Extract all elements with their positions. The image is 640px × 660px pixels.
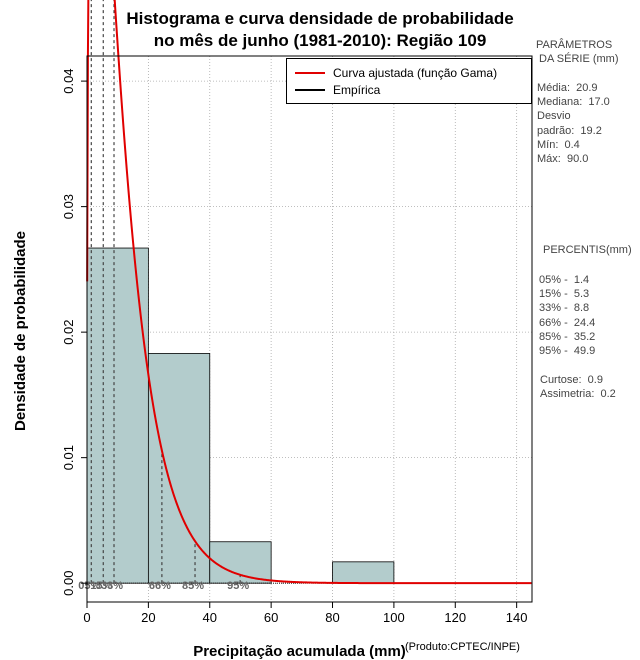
x-tick-label: 140 xyxy=(506,610,528,625)
y-tick-label: 0.04 xyxy=(61,68,76,93)
legend-item-empirical: Empírica xyxy=(295,82,380,98)
legend-label-empirical: Empírica xyxy=(333,83,381,97)
plot-frame xyxy=(86,55,533,603)
percentile-label: 15% xyxy=(90,580,112,592)
percentile-label: 66% xyxy=(149,580,171,592)
percentile-label: 33% xyxy=(101,580,123,592)
percentile-label: 95% xyxy=(227,580,249,592)
param-media: Média: 20.9 xyxy=(537,82,598,94)
x-tick-label: 120 xyxy=(444,610,466,625)
legend-label-fit: Curva ajustada (função Gama) xyxy=(333,66,498,80)
x-tick-label: 100 xyxy=(383,610,405,625)
percentil-95: 95% - 49.9 xyxy=(539,345,596,357)
legend: Curva ajustada (função Gama) Empírica xyxy=(286,58,532,104)
gamma-curve xyxy=(86,0,532,585)
x-tick-label: 40 xyxy=(203,610,217,625)
params-header-2: DA SÉRIE (mm) xyxy=(536,53,619,65)
percentil-33: 33% - 8.8 xyxy=(539,302,590,314)
legend-swatch-fit xyxy=(295,72,325,74)
chart-title-line2: no mês de junho (1981-2010): Região 109 xyxy=(153,31,487,50)
product-credit: (Produto:CPTEC/INPE) xyxy=(405,641,520,653)
percentil-05: 05% - 1.4 xyxy=(539,274,590,286)
y-tick-label: 0.02 xyxy=(61,319,76,344)
histogram-bar xyxy=(332,561,395,584)
param-desvio: padrão: 19.2 xyxy=(537,125,602,137)
x-axis-label: Precipitação acumulada (mm) xyxy=(193,643,406,660)
x-tick-label: 80 xyxy=(325,610,339,625)
percentil-15: 15% - 5.3 xyxy=(539,288,590,300)
histogram-bar xyxy=(147,353,211,584)
percentil-85: 85% - 35.2 xyxy=(539,331,596,343)
y-tick-label: 0.00 xyxy=(61,571,76,596)
param-desvio-label: Desvio xyxy=(537,110,571,122)
y-tick-label: 0.03 xyxy=(61,194,76,219)
param-mediana: Mediana: 17.0 xyxy=(537,96,610,108)
param-max: Máx: 90.0 xyxy=(537,153,589,165)
y-axis-label: Densidade de probabilidade xyxy=(12,231,29,431)
param-min: Mín: 0.4 xyxy=(537,139,580,151)
legend-swatch-empirical xyxy=(295,89,325,91)
x-tick-label: 0 xyxy=(83,610,90,625)
params-header-1: PARÂMETROS xyxy=(536,39,613,51)
stat-assimetria: Assimetria: 0.2 xyxy=(540,388,616,400)
legend-item-fit: Curva ajustada (função Gama) xyxy=(295,65,497,81)
x-tick-label: 60 xyxy=(264,610,278,625)
percentis-header: PERCENTIS(mm) xyxy=(543,244,632,256)
y-tick-label: 0.01 xyxy=(61,445,76,470)
x-tick-label: 20 xyxy=(141,610,155,625)
stat-curtose: Curtose: 0.9 xyxy=(540,374,603,386)
chart-title-line1: Histograma e curva densidade de probabil… xyxy=(126,9,514,28)
percentile-label: 85% xyxy=(182,580,204,592)
percentil-66: 66% - 24.4 xyxy=(539,317,596,329)
